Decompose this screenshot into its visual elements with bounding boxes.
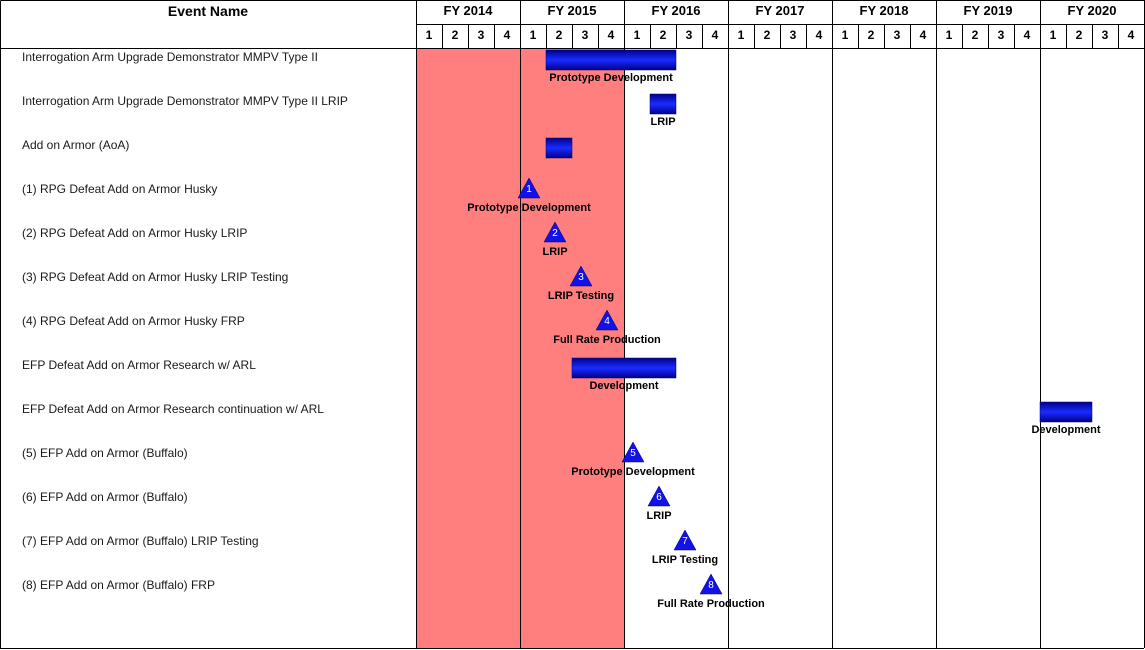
milestone-number: 7 — [682, 536, 688, 547]
quarter-label: 3 — [789, 28, 797, 42]
milestone-triangle-icon — [569, 265, 593, 287]
quarter-label: 1 — [425, 28, 433, 42]
milestone-label: Full Rate Production — [657, 598, 765, 610]
event-row-label: EFP Defeat Add on Armor Research continu… — [22, 402, 324, 416]
quarter-label: 3 — [477, 28, 485, 42]
milestone-label: Prototype Development — [571, 466, 695, 478]
milestone-triangle-icon — [517, 177, 541, 199]
fiscal-year-label: FY 2018 — [859, 3, 909, 18]
event-row-label: (6) EFP Add on Armor (Buffalo) — [22, 490, 188, 504]
quarter-label: 4 — [711, 28, 719, 42]
event-row-label: (5) EFP Add on Armor (Buffalo) — [22, 446, 188, 460]
milestone-triangle-icon — [543, 221, 567, 243]
fiscal-year-label: FY 2017 — [755, 3, 805, 18]
quarter-label: 1 — [737, 28, 745, 42]
quarter-label: 2 — [451, 28, 459, 42]
milestone-number: 8 — [708, 580, 714, 591]
fiscal-year-label: FY 2020 — [1067, 3, 1117, 18]
milestone-number: 4 — [604, 316, 610, 327]
quarter-label: 3 — [997, 28, 1005, 42]
quarter-label: 1 — [529, 28, 537, 42]
milestone-number: 2 — [552, 228, 558, 239]
event-row-label: (4) RPG Defeat Add on Armor Husky FRP — [22, 314, 245, 328]
event-row-label: EFP Defeat Add on Armor Research w/ ARL — [22, 358, 256, 372]
quarter-label: 4 — [607, 28, 615, 42]
milestone-triangle-icon — [673, 529, 697, 551]
milestone-triangle-icon — [699, 573, 723, 595]
task-bar — [571, 357, 677, 379]
quarter-label: 1 — [841, 28, 849, 42]
milestone-triangle-icon — [595, 309, 619, 331]
quarter-label: 3 — [685, 28, 693, 42]
milestone-triangle-icon — [647, 485, 671, 507]
quarter-label: 4 — [919, 28, 927, 42]
milestone-number: 5 — [630, 448, 636, 459]
task-bar-label: LRIP — [650, 116, 676, 128]
milestone-label: Full Rate Production — [553, 334, 661, 346]
fiscal-year-label: FY 2014 — [443, 3, 493, 18]
milestone-label: LRIP Testing — [547, 290, 615, 302]
fiscal-year-label: FY 2019 — [963, 3, 1013, 18]
quarter-label: 3 — [893, 28, 901, 42]
quarter-label: 2 — [971, 28, 979, 42]
milestone-label: LRIP — [646, 510, 672, 522]
task-bar — [545, 137, 573, 159]
quarter-label: 2 — [1075, 28, 1083, 42]
event-row-label: (2) RPG Defeat Add on Armor Husky LRIP — [22, 226, 248, 240]
milestone-number: 3 — [578, 272, 584, 283]
task-bar-label: Development — [1031, 424, 1101, 436]
milestone-label: LRIP — [542, 246, 568, 258]
event-row-label: (3) RPG Defeat Add on Armor Husky LRIP T… — [22, 270, 289, 284]
quarter-label: 3 — [581, 28, 589, 42]
quarter-label: 4 — [1127, 28, 1135, 42]
quarter-label: 3 — [1101, 28, 1109, 42]
quarter-label: 4 — [503, 28, 511, 42]
quarter-label: 1 — [633, 28, 641, 42]
task-bar — [649, 93, 677, 115]
quarter-label: 2 — [659, 28, 667, 42]
milestone-label: Prototype Development — [467, 202, 591, 214]
event-row-label: (7) EFP Add on Armor (Buffalo) LRIP Test… — [22, 534, 259, 548]
quarter-label: 2 — [867, 28, 875, 42]
event-row-label: (1) RPG Defeat Add on Armor Husky — [22, 182, 218, 196]
quarter-label: 4 — [1023, 28, 1031, 42]
milestone-number: 1 — [526, 184, 532, 195]
event-row-label: Interrogation Arm Upgrade Demonstrator M… — [22, 50, 318, 64]
quarter-label: 1 — [1049, 28, 1057, 42]
quarter-label: 2 — [763, 28, 771, 42]
quarter-label: 4 — [815, 28, 823, 42]
event-row-label: Interrogation Arm Upgrade Demonstrator M… — [22, 94, 348, 108]
event-name-header: Event Name — [167, 3, 249, 19]
event-row-label: (8) EFP Add on Armor (Buffalo) FRP — [22, 578, 215, 592]
quarter-label: 1 — [945, 28, 953, 42]
milestone-number: 6 — [656, 492, 662, 503]
task-bar — [545, 49, 677, 71]
task-bar-label: Prototype Development — [549, 72, 673, 84]
quarter-label: 2 — [555, 28, 563, 42]
event-row-label: Add on Armor (AoA) — [22, 138, 130, 152]
fiscal-year-label: FY 2015 — [547, 3, 597, 18]
milestone-triangle-icon — [621, 441, 645, 463]
milestone-label: LRIP Testing — [651, 554, 719, 566]
task-bar — [1039, 401, 1093, 423]
fiscal-year-label: FY 2016 — [651, 3, 701, 18]
task-bar-label: Development — [589, 380, 659, 392]
